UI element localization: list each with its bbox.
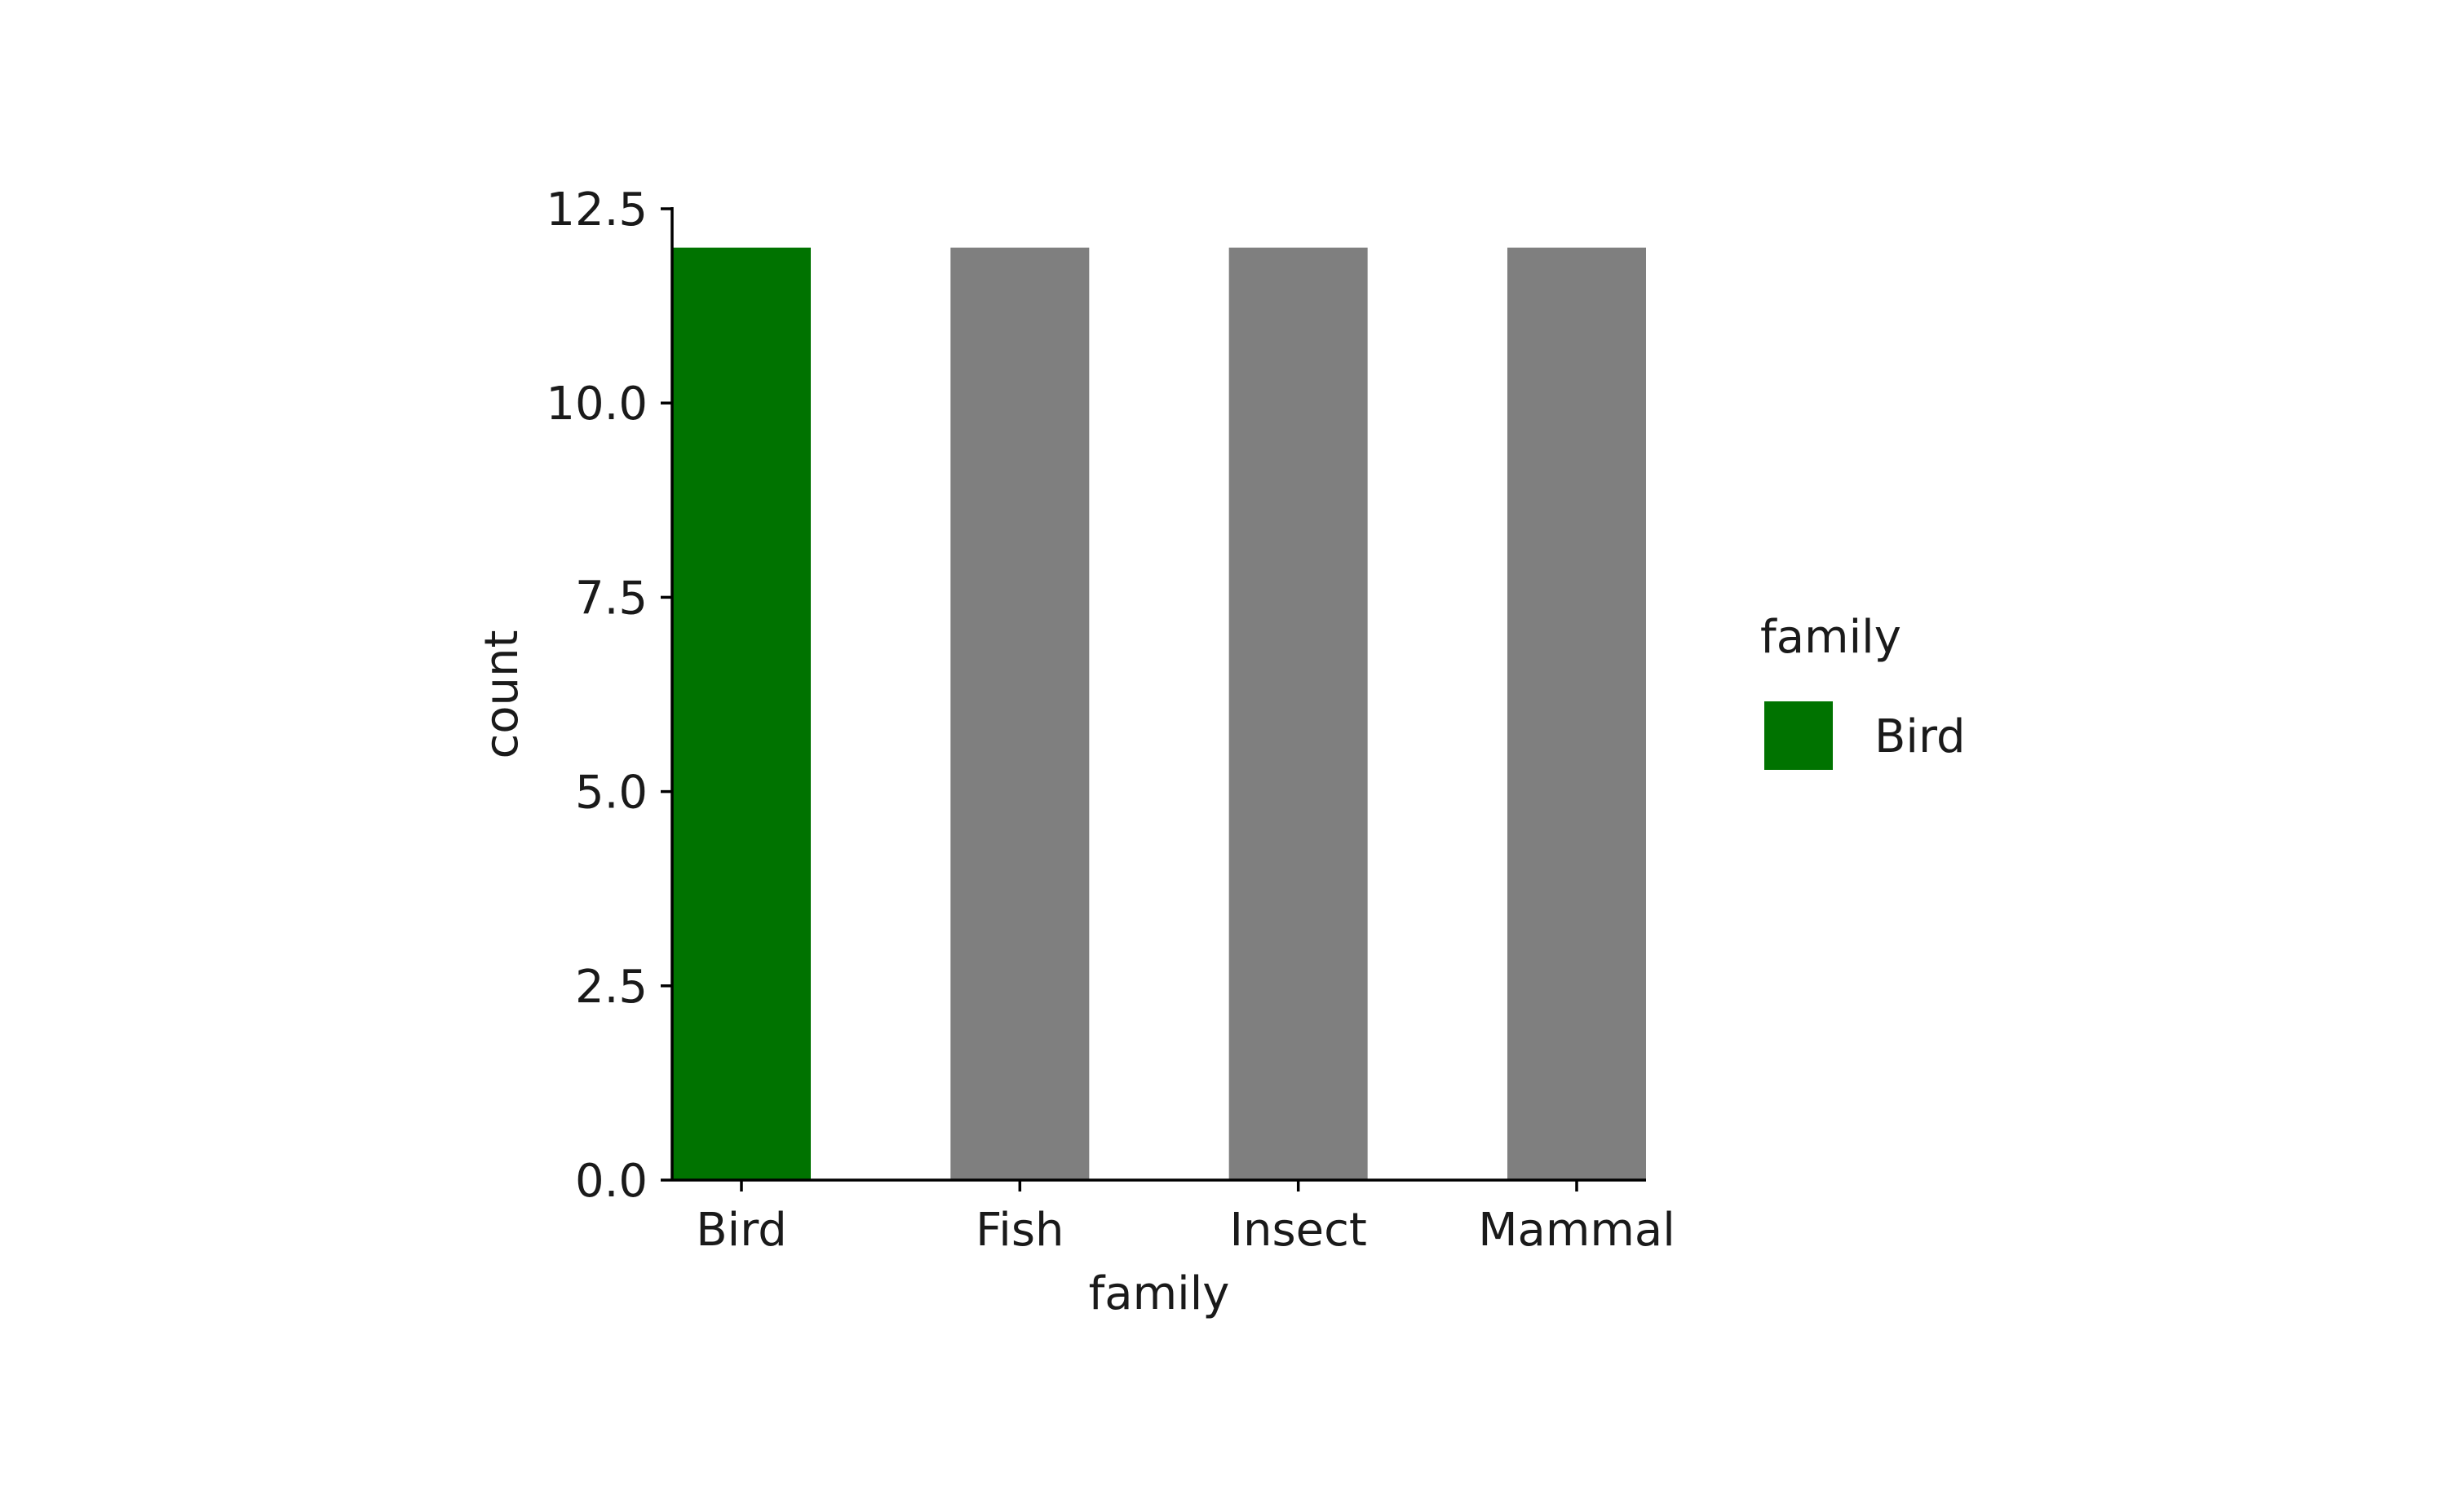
y-tick-label: 10.0 <box>546 378 648 431</box>
y-ticks: 0.0 2.5 5.0 7.5 10.0 12.5 <box>546 183 672 1208</box>
bar-bird <box>672 247 811 1180</box>
y-tick-label: 12.5 <box>546 183 648 237</box>
y-tick-label: 0.0 <box>575 1155 648 1208</box>
y-tick-label: 2.5 <box>575 961 648 1014</box>
y-tick-label: 5.0 <box>575 767 648 820</box>
y-axis-title: count <box>476 630 529 759</box>
x-tick-label: Mammal <box>1478 1204 1675 1257</box>
x-tick-label: Bird <box>696 1204 787 1257</box>
bar-fish <box>950 247 1090 1180</box>
legend-swatch <box>1764 701 1833 770</box>
legend-title: family <box>1760 611 1901 664</box>
x-axis-title: family <box>1089 1267 1230 1320</box>
bar-mammal <box>1507 247 1646 1180</box>
y-tick-label: 7.5 <box>575 572 648 625</box>
axes-layer <box>670 207 1646 1182</box>
bars-layer <box>672 247 1646 1180</box>
legend: family Bird <box>1760 611 1966 770</box>
legend-label: Bird <box>1874 710 1966 763</box>
x-ticks: Bird Fish Insect Mammal <box>696 1180 1675 1257</box>
x-tick-label: Fish <box>976 1204 1064 1257</box>
legend-items: Bird <box>1764 701 1966 770</box>
x-tick-label: Insect <box>1229 1204 1366 1257</box>
bar-insect <box>1228 247 1368 1180</box>
